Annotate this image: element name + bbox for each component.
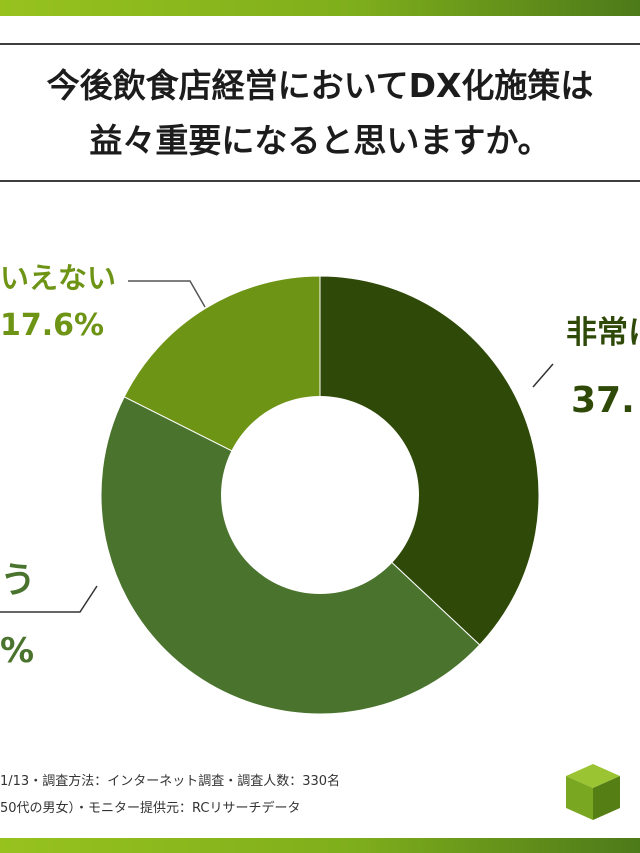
leader-line-important: [0, 585, 98, 613]
footnote-line-1: 1/13・調査方法：インターネット調査・調査人数：330名: [0, 774, 341, 789]
donut-chart: いえない 17.6% 非常に 37. う %: [0, 261, 640, 715]
cube-logo-icon: [566, 764, 620, 820]
slice-value-neutral: 17.6%: [0, 308, 104, 343]
footnote-line-2: 50代の男女）・モニター提供元：RCリサーチデータ: [0, 801, 301, 816]
survey-footnote: 1/13・調査方法：インターネット調査・調査人数：330名 50代の男女）・モニ…: [0, 768, 340, 822]
title-bottom-rule: [0, 180, 640, 182]
bottom-accent-bar: [0, 838, 640, 853]
slice-value-important: %: [0, 631, 34, 671]
pie-slice-very-important: [319, 275, 540, 646]
chart-title: 今後飲食店経営においてDX化施策は 益々重要になると思いますか。: [0, 58, 640, 168]
chart-title-line-2: 益々重要になると思いますか。: [89, 121, 551, 160]
slice-value-very-important: 37.: [571, 380, 635, 421]
donut-hole: [221, 396, 419, 594]
slice-label-very-important: 非常に: [566, 315, 640, 351]
title-top-rule: [0, 43, 640, 45]
slice-label-neutral: いえない: [0, 261, 116, 295]
chart-title-line-1: 今後飲食店経営においてDX化施策は: [46, 66, 594, 105]
leader-line-very-important: [532, 363, 554, 388]
top-accent-bar: [0, 0, 640, 16]
slice-label-important: う: [0, 560, 36, 601]
leader-line-neutral: [128, 280, 206, 308]
